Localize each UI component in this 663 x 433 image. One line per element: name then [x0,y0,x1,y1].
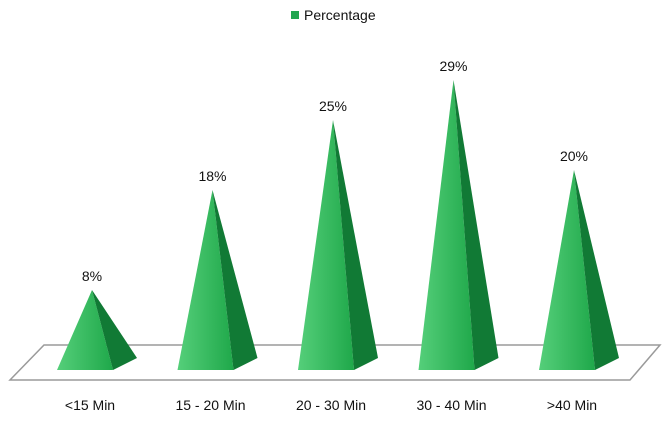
data-label: 29% [439,58,467,74]
x-tick-label: 30 - 40 Min [416,397,486,413]
pyramid-front-face [298,120,354,370]
data-label: 20% [560,148,588,164]
x-tick-label: 15 - 20 Min [175,397,245,413]
pyramid-side-face [212,190,258,370]
pyramid-front-face [177,190,234,370]
legend-swatch [291,11,299,19]
data-label: 8% [82,268,102,284]
pyramid-front-face [539,170,595,370]
data-label: 18% [198,168,226,184]
pyramid-side-face [92,290,137,370]
x-tick-label: >40 Min [547,397,597,413]
legend-label: Percentage [304,7,376,23]
pyramid-front-face [57,290,113,370]
x-tick-label: 20 - 30 Min [296,397,366,413]
x-tick-label: <15 Min [65,397,115,413]
chart-legend: Percentage [291,7,376,23]
pyramid-side-face [453,80,499,370]
pyramid-front-face [418,80,475,370]
data-label: 25% [319,98,347,114]
pyramid-side-face [333,120,378,370]
pyramid-side-face [574,170,619,370]
